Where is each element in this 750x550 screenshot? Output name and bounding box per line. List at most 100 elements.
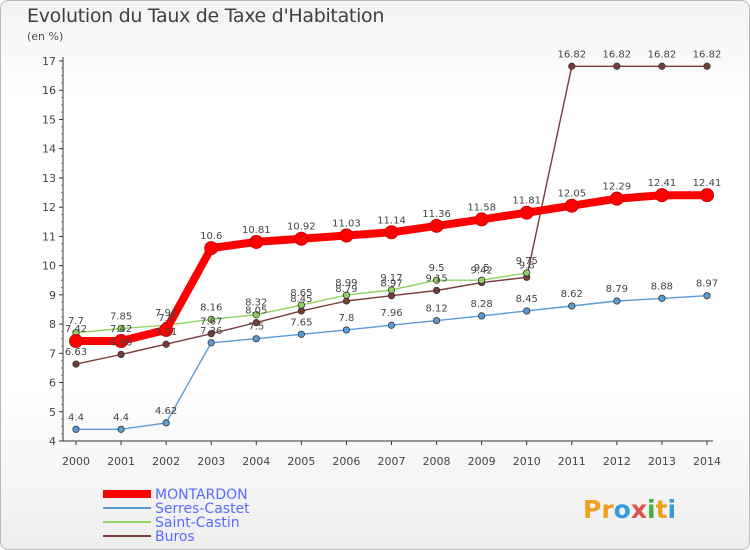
- brand-letter: t: [656, 495, 668, 524]
- y-tick-label: 4: [49, 435, 56, 448]
- data-point: [294, 231, 309, 246]
- series-lines: [69, 62, 714, 433]
- data-label: 7.42: [65, 324, 87, 335]
- data-point: [72, 425, 80, 433]
- data-label: 8.05: [245, 306, 267, 317]
- data-label: 7.42: [110, 324, 132, 335]
- data-point: [658, 62, 666, 70]
- data-point: [387, 321, 396, 329]
- data-point: [252, 335, 260, 343]
- x-tick-label: 2007: [378, 455, 406, 468]
- data-label: 7.67: [200, 317, 222, 328]
- data-point: [703, 62, 711, 70]
- x-tick-label: 2013: [648, 455, 676, 468]
- data-point: [568, 302, 576, 310]
- data-point: [207, 330, 215, 338]
- data-point: [478, 312, 486, 320]
- data-point: [69, 334, 83, 349]
- data-point: [159, 322, 174, 337]
- data-label: 9.75: [516, 256, 538, 267]
- data-point: [162, 419, 170, 427]
- data-label: 9.5: [474, 263, 490, 274]
- data-label: 7.65: [290, 317, 312, 328]
- data-point: [339, 228, 354, 243]
- data-point: [252, 319, 260, 327]
- data-label: 7.8: [338, 313, 354, 324]
- y-tick-label: 15: [42, 113, 56, 126]
- y-tick-label: 13: [42, 172, 56, 185]
- data-point: [252, 311, 260, 319]
- data-point: [613, 297, 621, 305]
- data-point: [114, 334, 129, 349]
- data-point: [478, 276, 486, 284]
- y-tick-label: 6: [49, 377, 56, 390]
- data-label: 7.36: [200, 326, 222, 337]
- data-label: 11.03: [332, 219, 361, 230]
- data-point: [474, 212, 489, 227]
- data-label: 16.82: [693, 49, 722, 60]
- data-point: [384, 225, 399, 240]
- data-point: [387, 292, 396, 300]
- data-point: [564, 198, 579, 213]
- data-label: 10.6: [200, 231, 222, 242]
- brand-letter: o: [614, 495, 631, 524]
- data-point: [162, 340, 170, 348]
- y-tick-label: 9: [49, 289, 56, 302]
- data-label: 7.8: [158, 313, 174, 324]
- y-tick-label: 12: [42, 201, 56, 214]
- data-point: [609, 191, 624, 206]
- x-tick-label: 2001: [107, 455, 135, 468]
- x-tick-label: 2010: [513, 455, 541, 468]
- data-label: 8.28: [471, 299, 493, 310]
- data-label: 16.82: [557, 49, 586, 60]
- brand-letter: P: [583, 495, 601, 524]
- brand-letter: i: [647, 495, 656, 524]
- x-tick-label: 2008: [423, 455, 451, 468]
- brand-logo: Proxiti: [583, 495, 676, 524]
- data-point: [387, 286, 396, 294]
- legend-label: Saint-Castin: [155, 515, 240, 531]
- data-label: 10.81: [242, 225, 271, 236]
- data-label: 16.82: [648, 49, 677, 60]
- legend-label: Serres-Castet: [155, 501, 250, 517]
- data-label: 9.5: [429, 263, 445, 274]
- x-tick-label: 2000: [62, 455, 90, 468]
- data-label: 7.96: [155, 308, 177, 319]
- data-point: [72, 360, 80, 368]
- data-label: 8.99: [335, 278, 357, 289]
- data-label: 12.29: [603, 182, 632, 193]
- data-point: [117, 324, 125, 333]
- data-label: 12.41: [693, 178, 722, 189]
- x-tick-label: 2003: [197, 455, 225, 468]
- x-tick-label: 2011: [558, 455, 586, 468]
- brand-wordmark: Proxiti: [583, 495, 676, 524]
- data-point: [432, 286, 441, 295]
- data-point: [700, 188, 714, 203]
- data-label: 8.79: [606, 284, 628, 295]
- data-label: 7.31: [155, 327, 177, 338]
- data-point: [613, 62, 621, 70]
- data-point: [249, 234, 264, 249]
- data-label: 8.97: [380, 279, 402, 290]
- data-label: 7.85: [110, 311, 132, 322]
- data-label: 11.58: [467, 202, 496, 213]
- data-label: 9.17: [380, 273, 402, 284]
- data-label: 11.36: [422, 209, 451, 220]
- legend-label: MONTARDON: [155, 487, 248, 503]
- y-tick-label: 10: [42, 260, 56, 273]
- data-point: [654, 188, 669, 203]
- data-point: [658, 294, 666, 302]
- x-tick-label: 2014: [693, 455, 721, 468]
- data-label: 6.63: [65, 347, 87, 358]
- y-tick-label: 7: [49, 347, 56, 360]
- data-label: 8.12: [425, 304, 447, 315]
- x-tick-label: 2012: [603, 455, 631, 468]
- data-label: 7.5: [248, 322, 264, 333]
- x-tick-label: 2009: [468, 455, 496, 468]
- data-label: 11.14: [377, 215, 406, 226]
- data-label: 4.4: [68, 412, 84, 423]
- data-point: [432, 316, 441, 325]
- data-point: [429, 218, 444, 233]
- x-tick-label: 2004: [242, 455, 270, 468]
